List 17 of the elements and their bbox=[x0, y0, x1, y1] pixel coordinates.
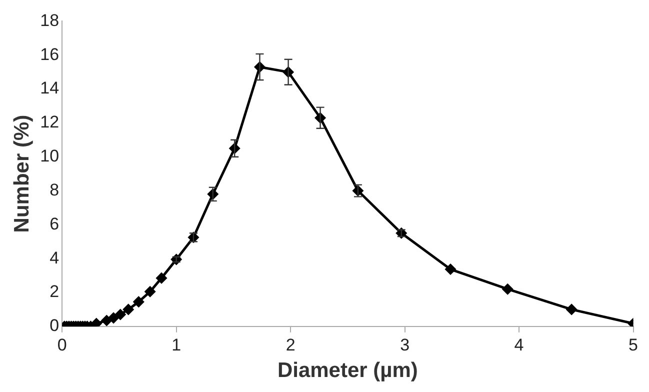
x-tick-label: 4 bbox=[514, 335, 524, 354]
y-tick-label: 18 bbox=[40, 10, 60, 30]
y-tick-label: 10 bbox=[40, 146, 60, 166]
x-tick-label: 1 bbox=[172, 335, 182, 354]
y-tick-label: 8 bbox=[50, 180, 60, 200]
x-tick-label: 3 bbox=[400, 335, 410, 354]
x-axis-title: Diameter (µm) bbox=[277, 359, 418, 382]
x-tick-label: 2 bbox=[286, 335, 296, 354]
y-tick-label: 12 bbox=[40, 112, 60, 132]
y-tick-label: 16 bbox=[40, 44, 60, 64]
x-tick-label: 5 bbox=[628, 335, 638, 354]
y-tick-label: 4 bbox=[50, 248, 60, 268]
y-tick-label: 0 bbox=[50, 316, 60, 336]
y-tick-label: 14 bbox=[40, 78, 60, 98]
y-tick-label: 6 bbox=[50, 214, 60, 234]
y-tick-label: 2 bbox=[50, 282, 60, 302]
y-axis-title: Number (%) bbox=[10, 114, 34, 233]
